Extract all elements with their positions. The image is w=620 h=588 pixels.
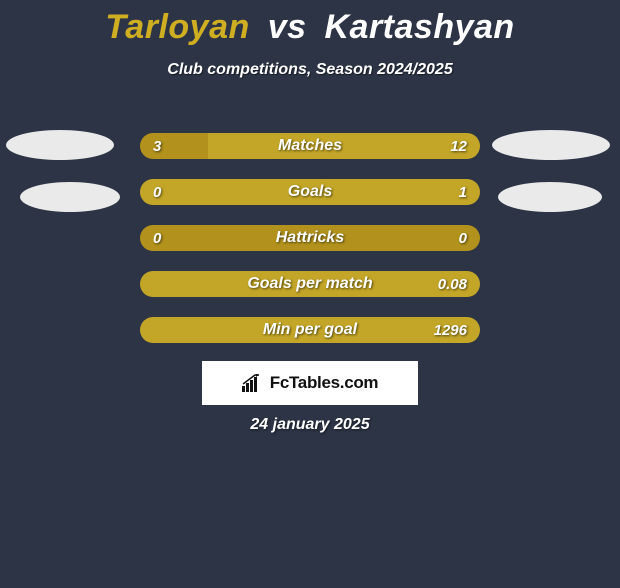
right-bar bbox=[208, 133, 480, 159]
stat-row: 01Goals bbox=[140, 179, 480, 205]
stats-container: 312Matches 01Goals 00Hattricks 0.08Goals pe… bbox=[140, 133, 480, 363]
player1-avatar-row0 bbox=[6, 130, 114, 160]
brand-text: FcTables.com bbox=[270, 373, 379, 393]
left-bar bbox=[140, 133, 208, 159]
player2-avatar-row0 bbox=[492, 130, 610, 160]
subtitle: Club competitions, Season 2024/2025 bbox=[0, 61, 620, 79]
stat-row: 1296Min per goal bbox=[140, 317, 480, 343]
stat-bar-bg bbox=[140, 179, 480, 205]
stat-bar-bg bbox=[140, 225, 480, 251]
chart-icon bbox=[242, 374, 264, 392]
stat-bar-bg bbox=[140, 271, 480, 297]
comparison-title: Tarloyan vs Kartashyan bbox=[0, 8, 620, 47]
stat-bar-bg bbox=[140, 317, 480, 343]
brand-badge: FcTables.com bbox=[202, 361, 418, 405]
stat-row: 0.08Goals per match bbox=[140, 271, 480, 297]
stat-row: 00Hattricks bbox=[140, 225, 480, 251]
right-bar bbox=[140, 271, 480, 297]
player1-name: Tarloyan bbox=[105, 8, 249, 46]
right-bar bbox=[140, 317, 480, 343]
stat-bar-bg bbox=[140, 133, 480, 159]
player1-avatar-row1 bbox=[20, 182, 120, 212]
right-bar bbox=[140, 179, 480, 205]
player2-avatar-row1 bbox=[498, 182, 602, 212]
neutral-bar bbox=[140, 225, 480, 251]
date-label: 24 january 2025 bbox=[0, 416, 620, 434]
vs-separator: vs bbox=[268, 8, 307, 46]
stat-row: 312Matches bbox=[140, 133, 480, 159]
player2-name: Kartashyan bbox=[324, 8, 514, 46]
